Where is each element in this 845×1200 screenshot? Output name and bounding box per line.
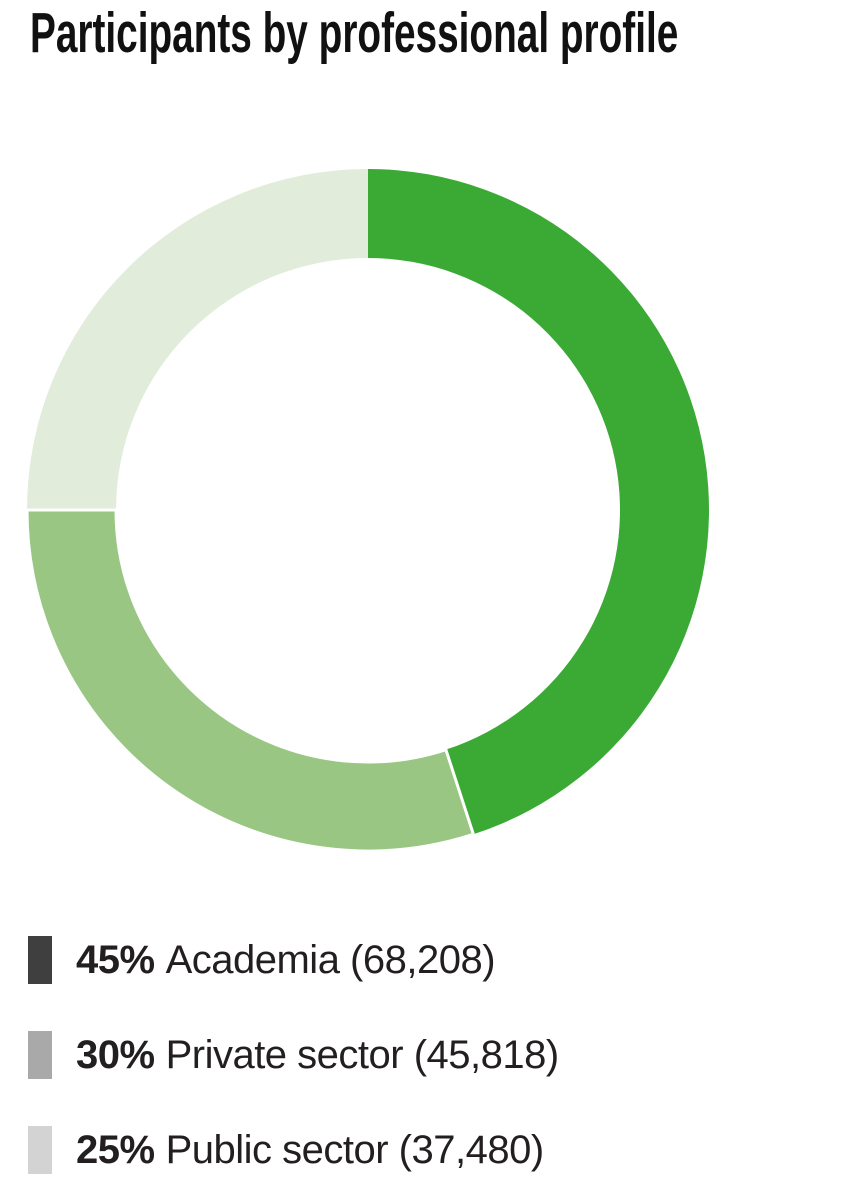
legend-swatch-private-sector: [28, 1031, 52, 1079]
legend-pct-public-sector: 25%: [76, 1127, 155, 1172]
legend-label: 30% Private sector (45,818): [76, 1033, 559, 1078]
legend-swatch-public-sector: [28, 1126, 52, 1174]
legend-pct-private-sector: 30%: [76, 1032, 155, 1077]
donut-slice-academia: [368, 169, 709, 835]
legend-rest-private-sector: Private sector (45,818): [165, 1032, 560, 1077]
legend-label: 25% Public sector (37,480): [76, 1128, 544, 1173]
chart-title: Participants by professional profile: [30, 1, 679, 65]
donut-slice-public-sector: [27, 169, 368, 510]
legend-item-private-sector: 30% Private sector (45,818): [28, 1031, 808, 1079]
donut-slice-private-sector: [25, 508, 476, 853]
legend-rest-public-sector: Public sector (37,480): [165, 1127, 545, 1172]
legend-item-academia: 45% Academia (68,208): [28, 936, 808, 984]
legend-label: 45% Academia (68,208): [76, 937, 496, 983]
legend-swatch-academia: [28, 936, 52, 984]
legend-item-public-sector: 25% Public sector (37,480): [28, 1126, 808, 1174]
legend-pct-academia: 45%: [76, 937, 155, 982]
legend: 45% Academia (68,208) 30% Private sector (…: [28, 936, 808, 1200]
legend-rest-academia: Academia (68,208): [165, 937, 496, 982]
